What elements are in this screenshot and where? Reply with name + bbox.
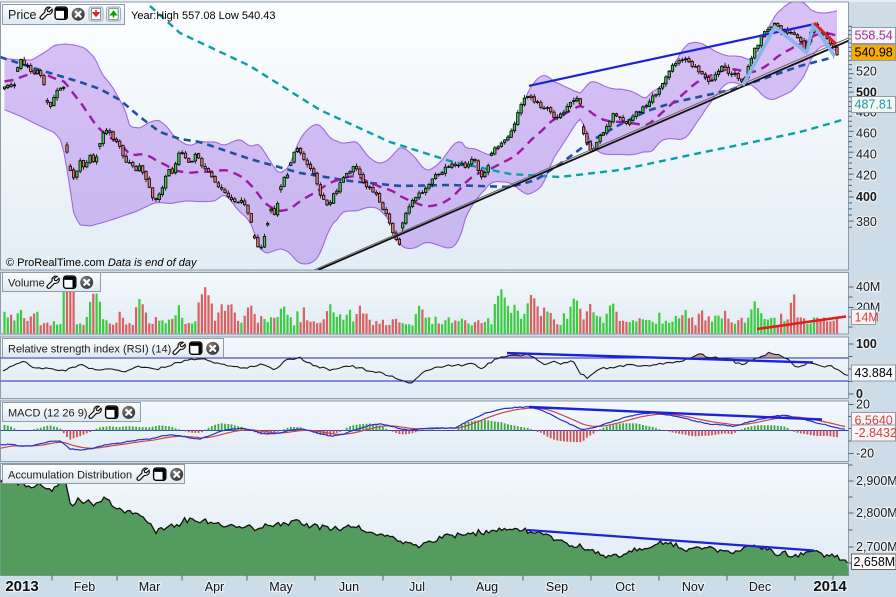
svg-text:Accumulation Distribution: Accumulation Distribution [8,470,132,482]
svg-text:380: 380 [856,215,877,229]
svg-text:Feb: Feb [74,580,96,594]
svg-text:Year:High 557.08 Low 540.43: Year:High 557.08 Low 540.43 [131,10,276,22]
svg-text:2014: 2014 [813,578,847,595]
svg-text:2,900M: 2,900M [856,474,896,488]
svg-text:2,658M: 2,658M [854,555,896,569]
svg-text:Nov: Nov [682,580,705,594]
svg-text:-2.8432: -2.8432 [855,426,896,440]
svg-text:520: 520 [856,65,877,79]
svg-text:Price: Price [8,8,37,22]
svg-text:Apr: Apr [205,580,224,594]
svg-text:-20: -20 [856,447,874,461]
svg-text:Sep: Sep [546,580,568,594]
svg-text:Jun: Jun [339,580,359,594]
svg-text:Mar: Mar [139,580,161,594]
svg-text:2013: 2013 [5,578,38,595]
svg-text:Dec: Dec [749,580,771,594]
svg-text:440: 440 [856,148,877,162]
svg-text:558.54: 558.54 [855,29,893,43]
svg-text:540.98: 540.98 [855,46,893,60]
svg-text:Jul: Jul [409,580,425,594]
svg-text:© ProRealTime.com Data is end: © ProRealTime.com Data is end of day [6,257,198,269]
svg-text:MACD (12 26 9): MACD (12 26 9) [8,408,87,420]
svg-text:100: 100 [856,337,877,351]
svg-text:14M: 14M [855,311,879,325]
svg-text:Aug: Aug [476,580,498,594]
svg-text:487.81: 487.81 [855,98,893,112]
svg-text:6.5640: 6.5640 [855,414,893,428]
svg-text:May: May [269,580,293,594]
svg-text:20: 20 [856,398,870,412]
svg-text:400: 400 [856,190,877,204]
svg-text:2,700M: 2,700M [856,540,896,554]
svg-text:460: 460 [856,127,877,141]
svg-text:Relative strength index (RSI): Relative strength index (RSI) (14) [8,344,171,356]
svg-text:Oct: Oct [615,580,635,594]
svg-text:420: 420 [856,169,877,183]
svg-text:40M: 40M [856,280,880,294]
svg-text:43.884: 43.884 [855,366,893,380]
svg-text:0: 0 [856,387,863,401]
svg-text:Volume: Volume [8,278,45,290]
svg-text:2,800M: 2,800M [856,506,896,520]
